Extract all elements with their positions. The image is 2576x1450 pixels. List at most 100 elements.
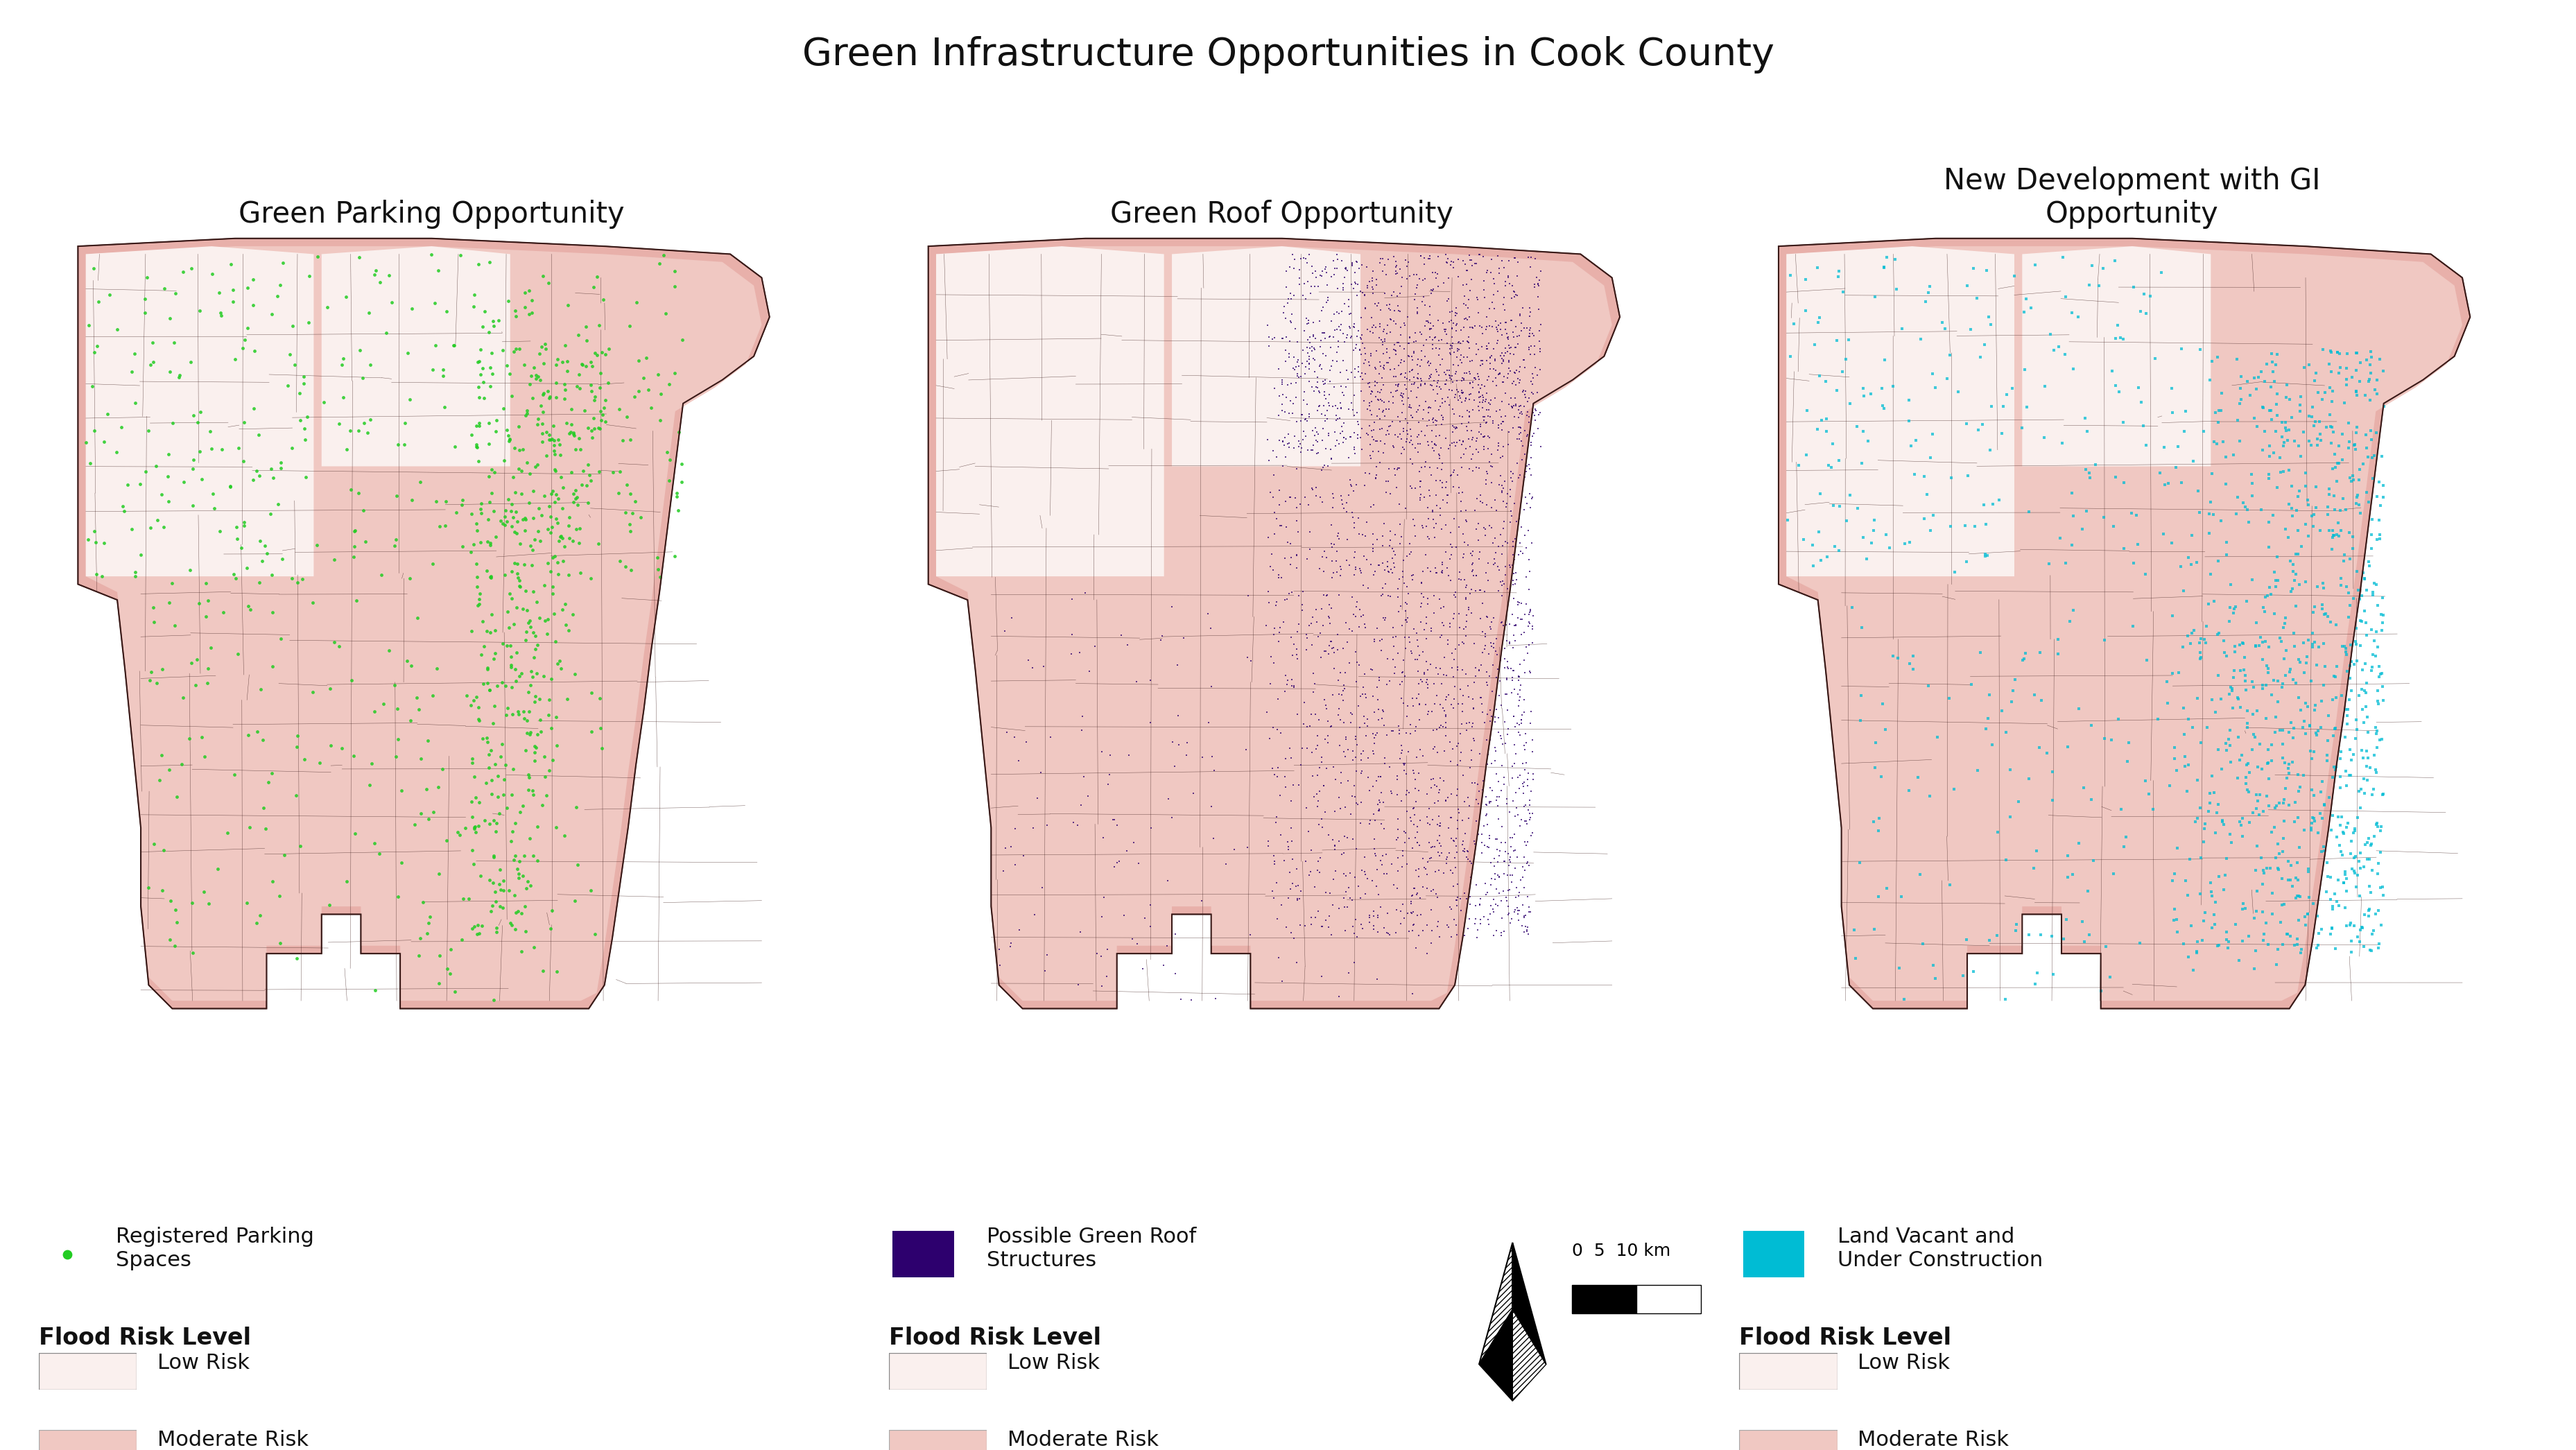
Point <box>1412 507 1453 531</box>
Point <box>1365 341 1406 364</box>
Point <box>1257 629 1298 653</box>
Point <box>2293 515 2334 538</box>
Point <box>1381 661 1422 684</box>
Point <box>1345 860 1386 883</box>
Point <box>1443 618 1484 641</box>
Point <box>1381 348 1422 371</box>
Point <box>1340 557 1381 580</box>
Point <box>2236 879 2277 902</box>
Point <box>345 531 386 554</box>
Point <box>1002 844 1043 867</box>
Point <box>2318 499 2360 522</box>
Point <box>1391 434 1432 457</box>
Point <box>139 768 180 792</box>
Point <box>618 380 659 403</box>
Point <box>1327 550 1368 573</box>
Point <box>1391 900 1432 924</box>
Point <box>1252 439 1293 463</box>
Point <box>1427 916 1468 940</box>
Point <box>1324 896 1365 919</box>
Point <box>209 476 250 499</box>
Point <box>2264 410 2306 434</box>
Point <box>1458 658 1499 682</box>
Point <box>1321 396 1363 419</box>
Point <box>1494 677 1535 700</box>
Point <box>1267 531 1309 554</box>
Point <box>1484 555 1525 579</box>
Point <box>1401 407 1443 431</box>
Point <box>1376 655 1417 679</box>
Point <box>1409 484 1450 507</box>
Point <box>1360 329 1401 352</box>
Point <box>1363 751 1404 774</box>
Point <box>1855 509 1896 532</box>
Point <box>2342 710 2383 734</box>
Point <box>2280 884 2321 908</box>
Point <box>1363 916 1404 940</box>
Point <box>1012 816 1054 840</box>
Point <box>1394 877 1435 900</box>
Point <box>2259 792 2300 815</box>
Point <box>1347 354 1388 377</box>
Point <box>461 914 502 937</box>
Point <box>1373 392 1414 415</box>
Point <box>1399 693 1440 716</box>
Point <box>2058 832 2099 856</box>
Text: Registered Parking
Spaces: Registered Parking Spaces <box>116 1227 314 1270</box>
Point <box>1399 432 1440 455</box>
Point <box>1489 845 1530 869</box>
Point <box>1167 731 1208 754</box>
Point <box>1273 436 1314 460</box>
Point <box>580 341 621 364</box>
Point <box>1458 394 1499 418</box>
Point <box>2257 857 2298 880</box>
Point <box>309 734 350 757</box>
Point <box>2360 876 2401 899</box>
Point <box>1262 368 1303 392</box>
Point <box>1422 615 1463 638</box>
Point <box>489 428 531 451</box>
Point <box>1486 787 1528 811</box>
Point <box>2316 869 2357 892</box>
Point <box>1257 479 1298 502</box>
Point <box>1448 244 1489 267</box>
Point <box>173 457 214 480</box>
Point <box>1347 708 1388 731</box>
Point <box>1226 835 1267 858</box>
Point <box>1512 615 1553 638</box>
Point <box>1283 420 1324 444</box>
Point <box>520 708 562 731</box>
Point <box>1252 651 1293 674</box>
Point <box>142 658 183 682</box>
Point <box>350 773 392 796</box>
Point <box>1066 784 1108 808</box>
Point <box>474 461 515 484</box>
Point <box>1376 458 1417 481</box>
Point <box>1404 328 1445 351</box>
Point <box>1481 347 1522 370</box>
Point <box>2336 358 2378 381</box>
Point <box>1476 642 1517 666</box>
Point <box>1363 318 1404 341</box>
Point <box>1412 499 1453 522</box>
Point <box>1489 334 1530 357</box>
Point <box>2267 429 2308 452</box>
Point <box>469 532 510 555</box>
Point <box>1466 460 1507 483</box>
Point <box>580 409 621 432</box>
Point <box>1783 528 1824 551</box>
Point <box>1285 312 1327 335</box>
Point <box>492 515 533 538</box>
Point <box>2311 803 2352 826</box>
Point <box>2277 884 2318 908</box>
Point <box>1507 316 1548 339</box>
Point <box>1381 734 1422 757</box>
Point <box>1492 705 1533 728</box>
Point <box>1499 361 1540 384</box>
Point <box>1376 284 1417 307</box>
Point <box>2334 632 2375 655</box>
Point <box>1363 400 1404 423</box>
Point <box>1365 647 1406 670</box>
Point <box>286 465 327 489</box>
Point <box>1489 912 1530 935</box>
